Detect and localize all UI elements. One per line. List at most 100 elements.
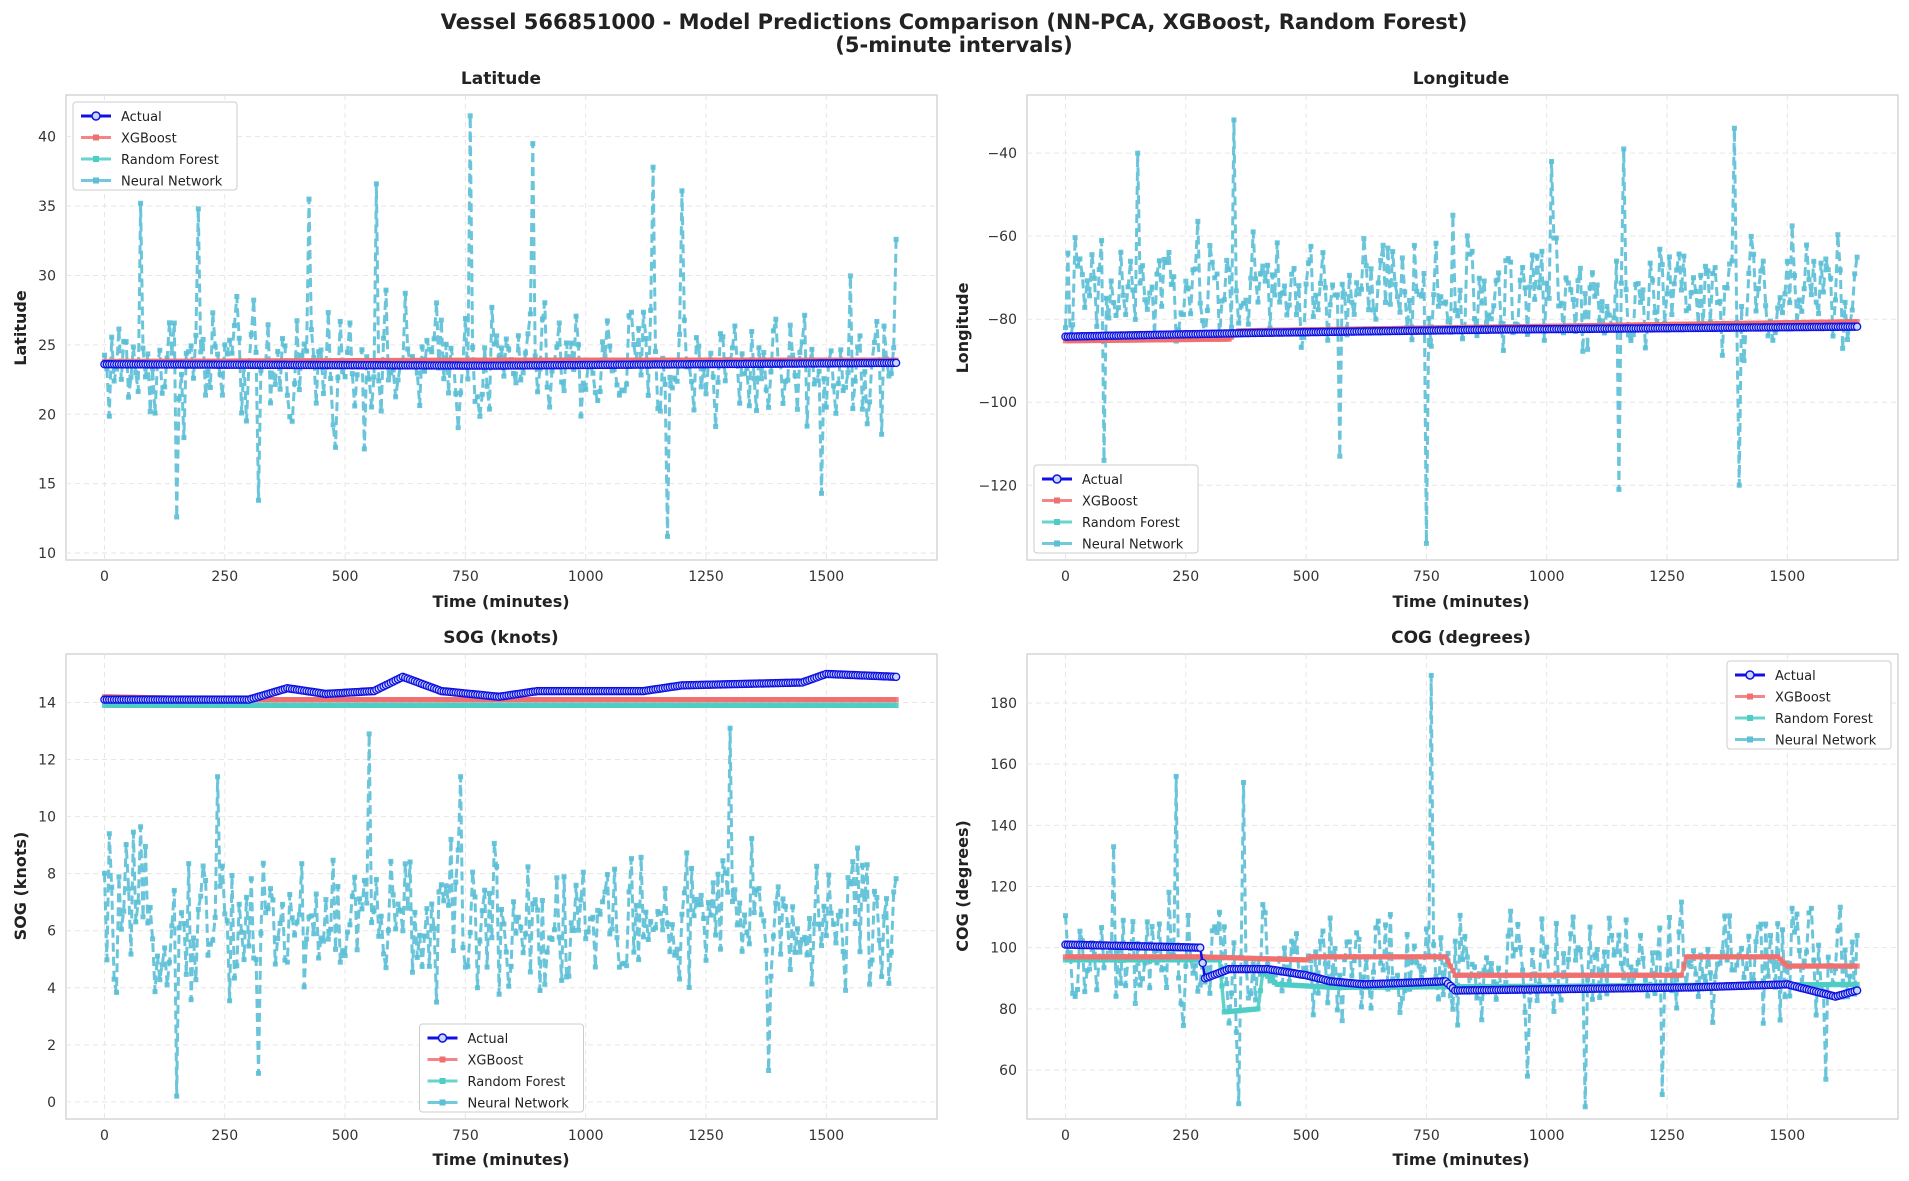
sog-neural-network-point <box>508 963 514 969</box>
longitude-neural-network-point <box>1075 263 1081 269</box>
latitude-neural-network-point <box>390 367 396 373</box>
sog-neural-network-point <box>672 952 678 958</box>
sog-neural-network-point <box>145 920 151 926</box>
cog-neural-network-point <box>1226 1020 1232 1026</box>
latitude-neural-network-point <box>715 379 721 385</box>
sog-neural-network-point <box>852 921 858 927</box>
sog-legend-label: Actual <box>468 1032 509 1047</box>
cog-neural-network-point <box>1573 957 1579 963</box>
sog-neural-network-point <box>559 977 565 983</box>
sog-neural-network-point <box>361 878 367 884</box>
cog-neural-network-point <box>1816 942 1822 948</box>
sog-x-tick-label: 750 <box>452 1128 479 1144</box>
longitude-neural-network-point <box>1681 253 1687 259</box>
latitude-neural-network-point <box>657 408 663 414</box>
longitude-neural-network-point <box>1496 270 1502 276</box>
sog-neural-network-point <box>169 923 175 929</box>
cog-neural-network-point <box>1286 979 1292 985</box>
sog-neural-network-point <box>325 936 331 942</box>
sog-neural-network-point <box>794 926 800 932</box>
latitude-neural-network-point <box>689 378 695 384</box>
sog-neural-network-point <box>737 900 743 906</box>
latitude-neural-network-point <box>549 368 555 374</box>
latitude-neural-network-point <box>527 311 533 317</box>
sog-neural-network-point <box>665 921 671 927</box>
latitude-neural-network-point <box>650 164 656 170</box>
longitude-neural-network-point <box>1212 275 1218 281</box>
sog-neural-network-point <box>845 875 851 881</box>
sog-neural-network-point <box>648 918 654 924</box>
cog-neural-network-point <box>1628 964 1634 970</box>
longitude-neural-network-point <box>1777 295 1783 301</box>
latitude-neural-network-point <box>520 370 526 376</box>
longitude-neural-network-point <box>1224 257 1230 263</box>
latitude-neural-network-point <box>205 368 211 374</box>
cog-neural-network-point <box>1479 1017 1485 1023</box>
cog-neural-network-point <box>1592 952 1598 958</box>
cog-neural-network-point <box>1154 960 1160 966</box>
sog-y-tick-label: 4 <box>47 981 56 997</box>
longitude-neural-network-point <box>1089 252 1095 258</box>
latitude-neural-network-point <box>583 386 589 392</box>
longitude-neural-network-point <box>1419 293 1425 299</box>
longitude-neural-network-point <box>1346 272 1352 278</box>
latitude-x-tick-label: 1500 <box>809 569 845 585</box>
latitude-neural-network-point <box>465 376 471 382</box>
sog-neural-network-point <box>831 921 837 927</box>
latitude-neural-network-point <box>275 348 281 354</box>
latitude-neural-network-point <box>111 378 117 384</box>
latitude-neural-network-point <box>431 336 437 342</box>
sog-neural-network-point <box>785 922 791 928</box>
latitude-neural-network-point <box>631 342 637 348</box>
latitude-neural-network-point <box>804 423 810 429</box>
cog-neural-network-point <box>1755 924 1761 930</box>
sog-neural-network-point <box>768 973 774 979</box>
latitude-neural-network-point <box>607 343 613 349</box>
latitude-neural-network-point <box>823 404 829 410</box>
cog-neural-network-point <box>1207 990 1213 996</box>
longitude-neural-network-point <box>1079 272 1085 278</box>
cog-neural-network-point <box>1794 911 1800 917</box>
sog-neural-network-point <box>191 935 197 941</box>
cog-xgboost-series <box>1062 954 1860 978</box>
latitude-neural-network-point <box>556 320 562 326</box>
cog-y-axis-label: COG (degrees) <box>953 820 972 952</box>
latitude-panel: Latitude Time (minutes) Latitude 0 250 500… <box>11 69 938 611</box>
cog-neural-network-point <box>1796 947 1802 953</box>
sog-neural-network-point <box>850 859 856 865</box>
cog-y-tick-label: 100 <box>990 941 1017 957</box>
longitude-neural-network-point <box>1508 259 1514 265</box>
latitude-actual-series <box>100 358 901 370</box>
longitude-neural-network-point <box>1087 293 1093 299</box>
latitude-neural-network-point <box>376 378 382 384</box>
latitude-neural-network-point <box>126 394 132 400</box>
cog-neural-network-point <box>1423 926 1429 932</box>
cog-neural-network-point <box>1587 924 1593 930</box>
sog-neural-network-point <box>101 870 107 876</box>
sog-legend-marker <box>439 1056 446 1063</box>
longitude-neural-network-point <box>1820 289 1826 295</box>
sog-neural-network-point <box>489 935 495 941</box>
latitude-neural-network-point <box>191 375 197 381</box>
latitude-neural-network-point <box>626 313 632 319</box>
sog-neural-network-point <box>227 998 233 1004</box>
latitude-neural-network-point <box>306 196 312 202</box>
sog-neural-network-point <box>198 893 204 899</box>
sog-random-forest-series <box>101 702 899 708</box>
sog-neural-network-point <box>893 876 899 882</box>
latitude-neural-network-point <box>479 391 485 397</box>
latitude-neural-network-point <box>114 366 120 372</box>
sog-neural-network-point <box>802 934 808 940</box>
longitude-neural-network-point <box>1241 300 1247 306</box>
longitude-neural-network-point <box>1484 319 1490 325</box>
cog-neural-network-point <box>1231 940 1237 946</box>
sog-neural-network-point <box>814 863 820 869</box>
longitude-actual-point <box>1852 322 1862 331</box>
longitude-neural-network-point <box>1144 306 1150 312</box>
longitude-neural-network-point <box>1291 265 1297 271</box>
longitude-neural-network-point <box>1522 285 1528 291</box>
latitude-neural-network-point <box>742 371 748 377</box>
cog-neural-network-point <box>1250 961 1256 967</box>
sog-neural-network-point <box>573 882 579 888</box>
sog-neural-network-point <box>734 922 740 928</box>
